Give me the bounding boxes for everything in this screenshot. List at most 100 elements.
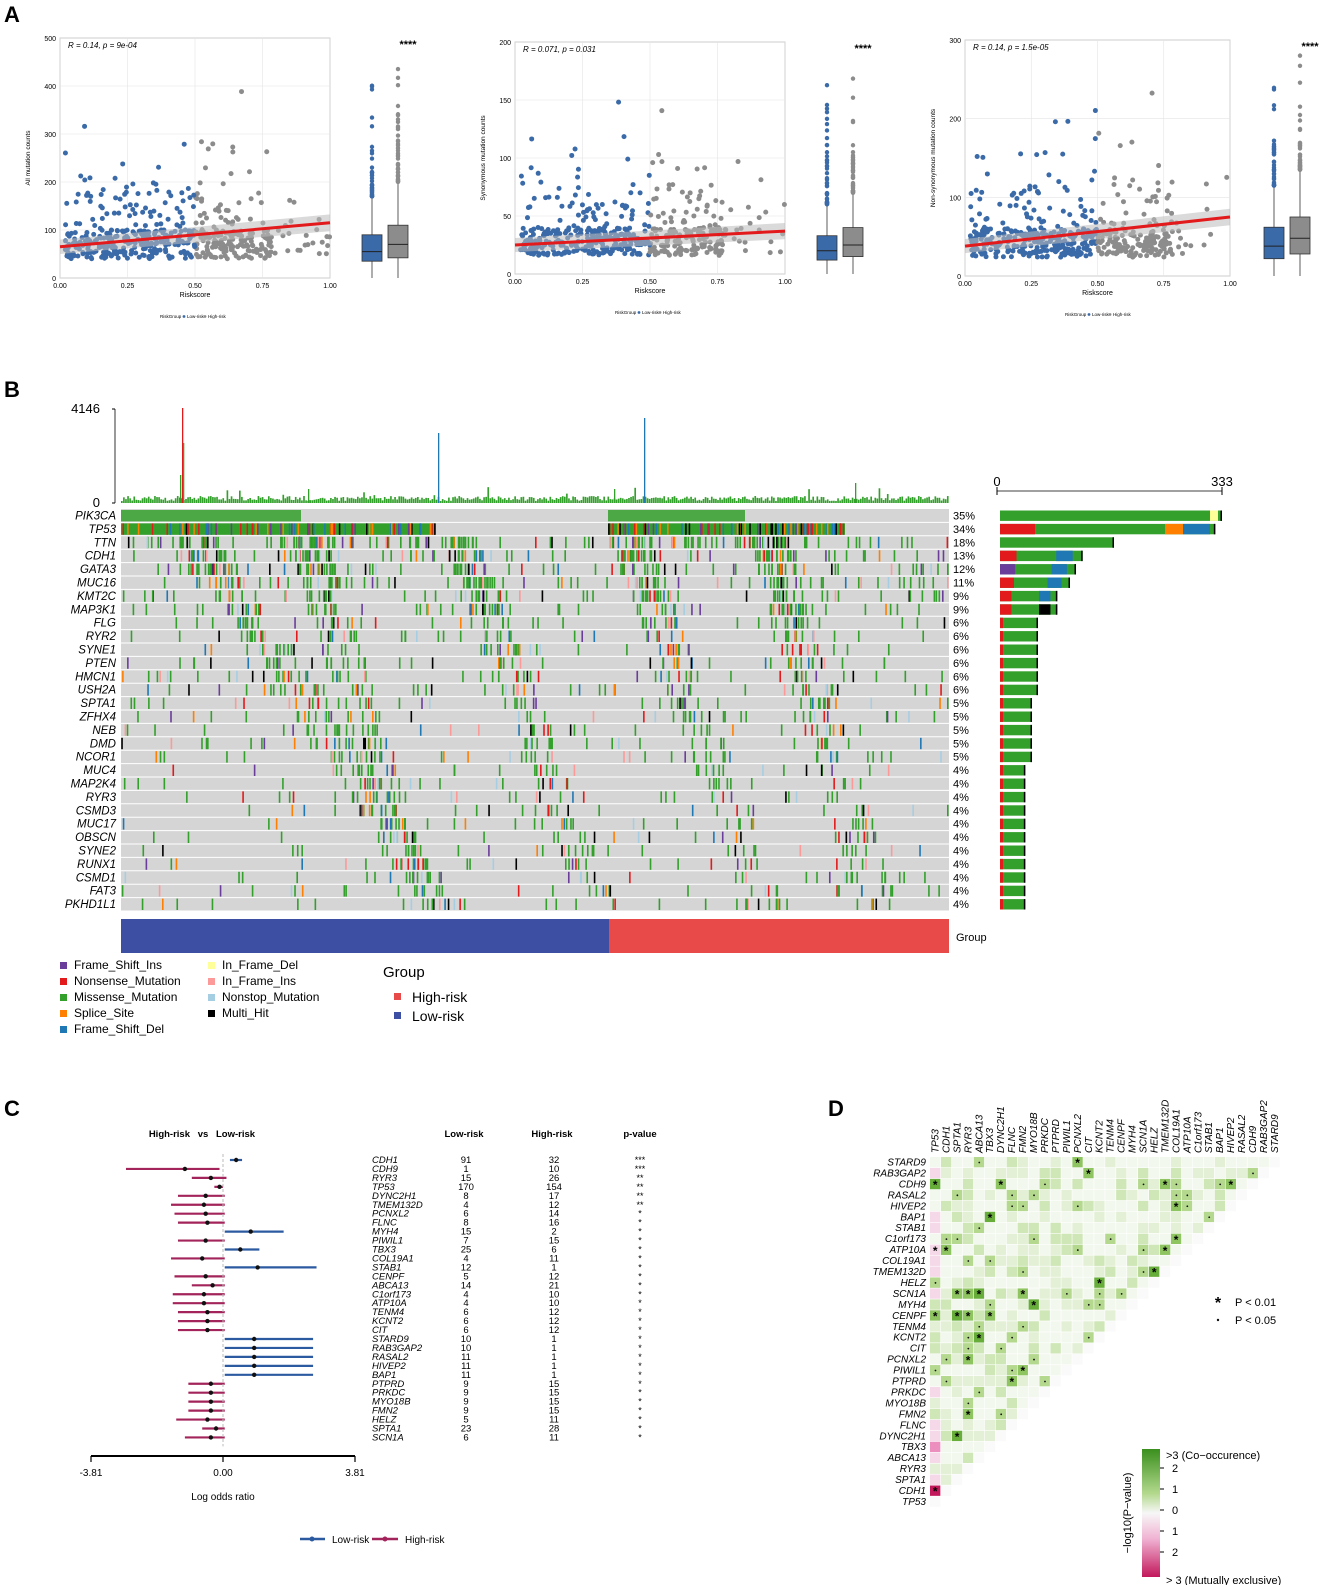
- mut-cell: [385, 737, 388, 750]
- forest-high-count: 12: [549, 1325, 560, 1336]
- forest-high-count: 15: [549, 1406, 560, 1417]
- mut-cell: [211, 617, 214, 629]
- mut-cell: [869, 536, 872, 549]
- tmb-bar: [454, 496, 456, 503]
- mut-cell: [646, 630, 648, 642]
- group-legend-high: High-risk: [412, 989, 468, 1005]
- mut-cell: [356, 791, 359, 803]
- data-point: [518, 173, 524, 179]
- mut-cell: [611, 536, 614, 549]
- tmb-bar: [692, 498, 694, 503]
- mut-cell: [785, 630, 788, 642]
- heat-cell: [1116, 1189, 1127, 1201]
- mut-cell: [730, 791, 733, 803]
- tmb-bar: [158, 497, 160, 503]
- mut-cell: [448, 550, 451, 562]
- mut-cell: [699, 523, 702, 535]
- mut-cell: [880, 751, 883, 763]
- mut-cell: [190, 550, 193, 562]
- group-bar-label: Group: [956, 932, 987, 944]
- mut-cell: [438, 885, 441, 897]
- data-point: [258, 253, 264, 259]
- mut-cell: [889, 603, 892, 616]
- mut-cell: [577, 603, 580, 616]
- mut-cell: [304, 711, 306, 723]
- box-outlier: [850, 149, 856, 155]
- mut-cell: [309, 550, 311, 562]
- data-point: [130, 181, 136, 187]
- heat-cell: [940, 1157, 952, 1168]
- data-point: [111, 210, 117, 216]
- data-point: [781, 202, 787, 208]
- mut-cell: [650, 536, 653, 549]
- mut-cell: [569, 684, 572, 696]
- legend-variant: Nonsense_Mutation: [74, 974, 181, 988]
- mut-cell: [163, 751, 166, 763]
- mut-cell: [890, 751, 892, 763]
- count-axis-min: 0: [993, 474, 1000, 489]
- data-point: [523, 230, 529, 236]
- data-point: [248, 238, 254, 244]
- mut-cell: [386, 791, 389, 803]
- col-gene-label: TMEM132D: [1160, 1100, 1171, 1153]
- mut-cell: [392, 751, 395, 763]
- mut-cell: [645, 590, 648, 602]
- mut-cell: [801, 603, 804, 616]
- mut-cell: [363, 657, 366, 669]
- mut-cell: [598, 684, 601, 696]
- mut-cell: [701, 523, 703, 535]
- mut-cell: [769, 603, 772, 616]
- mut-cell: [520, 751, 523, 763]
- heat-cell: [951, 1167, 963, 1179]
- tmb-bar: [172, 500, 175, 503]
- mut-cell: [534, 804, 537, 817]
- mut-cell: [388, 577, 390, 589]
- mut-cell: [762, 764, 764, 776]
- gene-count-bar: [1000, 885, 1026, 897]
- mut-cell: [859, 724, 861, 736]
- mut-cell: [156, 670, 159, 683]
- data-point: [192, 244, 198, 250]
- mut-cell: [330, 550, 332, 562]
- forest-gene: PRKDC: [372, 1388, 405, 1399]
- mut-cell: [722, 791, 725, 803]
- sig-dot: [1076, 1205, 1079, 1208]
- mut-cell: [269, 577, 272, 589]
- mut-cell: [210, 563, 212, 575]
- x-tick-label: 0.50: [643, 279, 657, 286]
- mut-cell: [785, 590, 788, 602]
- mut-cell: [636, 536, 639, 549]
- mut-cell: [677, 577, 680, 589]
- data-point: [120, 161, 126, 167]
- mut-cell: [417, 536, 420, 549]
- mut-cell: [343, 885, 346, 897]
- mut-cell: [784, 617, 787, 629]
- point-estimate: [203, 1211, 208, 1216]
- sig-dot: [1022, 1205, 1024, 1208]
- forest-gene: HIVEP2: [372, 1361, 407, 1372]
- heat-cell: [1039, 1189, 1050, 1201]
- mut-cell: [364, 778, 366, 790]
- mut-cell: [655, 590, 657, 602]
- mut-cell: [763, 536, 765, 549]
- mut-cell: [257, 617, 260, 629]
- heat-cell: [1138, 1167, 1149, 1179]
- mut-cell: [786, 577, 789, 589]
- forest-p: *: [638, 1352, 642, 1362]
- bar-seg: [1023, 885, 1026, 897]
- mut-cell: [623, 563, 626, 575]
- mut-cell: [788, 523, 790, 535]
- mut-cell: [475, 550, 478, 562]
- significance-stars: ****: [1301, 41, 1319, 53]
- gene-percent: 6%: [953, 671, 969, 683]
- legend-swatch-low: [637, 311, 641, 314]
- mut-cell: [485, 590, 488, 602]
- y-axis-label: Synonymous mutation counts: [480, 115, 487, 201]
- mut-cell: [325, 711, 328, 723]
- mut-cell: [253, 764, 256, 776]
- tmb-bar: [592, 496, 595, 503]
- legend-variant: Missense_Mutation: [74, 990, 177, 1004]
- mut-cell: [179, 523, 181, 535]
- data-point: [1000, 220, 1006, 226]
- mut-cell: [890, 845, 893, 857]
